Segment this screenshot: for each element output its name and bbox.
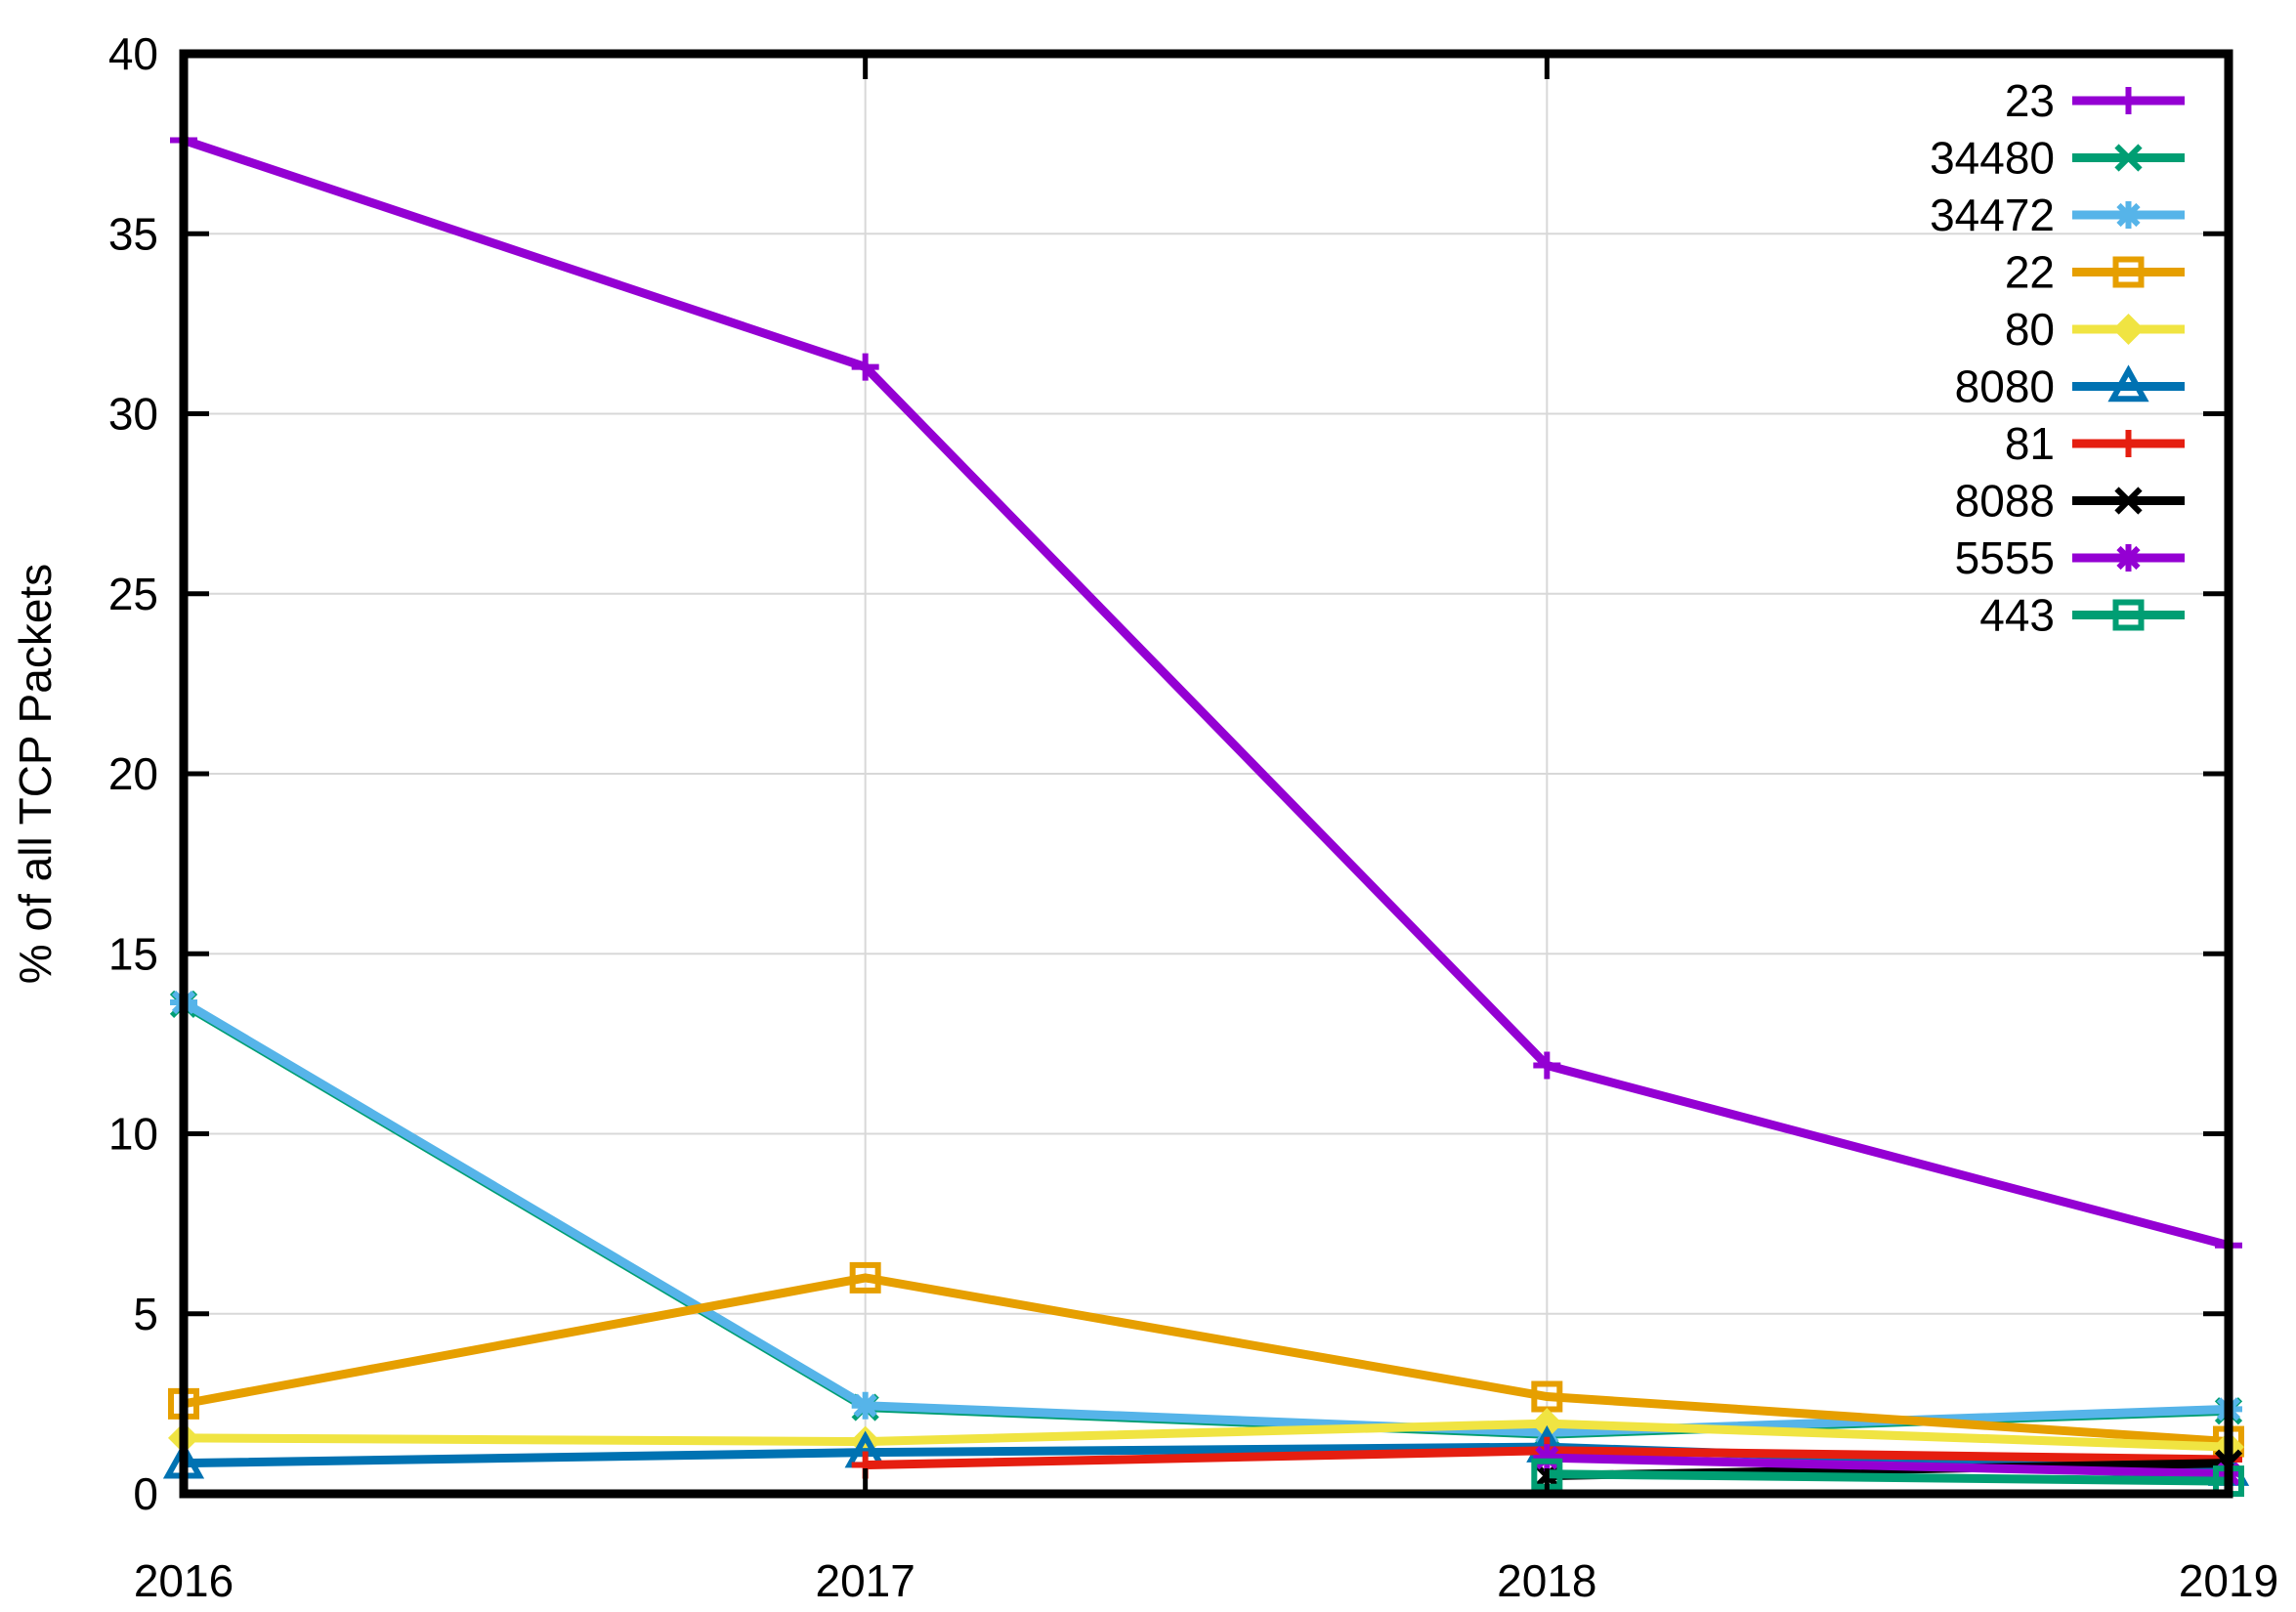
series-line-22 [183, 1273, 2230, 1447]
asterisk-marker [2116, 202, 2141, 228]
legend-label-443: 443 [1979, 590, 2055, 641]
series-23 [170, 126, 2242, 1259]
legend-entry-34472: 34472 [1930, 190, 2185, 240]
x-tick-labels: 2016 2017 2018 2019 [134, 1555, 2278, 1606]
tick-marks [184, 54, 2229, 1494]
legend-entry-22: 22 [2005, 247, 2185, 298]
legend-entry-23: 23 [2005, 75, 2185, 126]
series-34472 [170, 989, 2242, 1447]
y-tick-label: 35 [108, 208, 158, 259]
legend-label-8088: 8088 [1955, 476, 2055, 527]
gridlines [184, 54, 2229, 1494]
plus-marker [2114, 430, 2143, 457]
legend-entry-8088: 8088 [1955, 476, 2185, 527]
legend-label-8080: 8080 [1955, 361, 2055, 412]
legend-label-23: 23 [2005, 75, 2055, 126]
square-marker [2112, 599, 2145, 631]
y-tick-labels: 0 5 10 15 20 25 30 35 40 [108, 28, 158, 1519]
asterisk-marker [853, 1393, 877, 1418]
legend-entry-5555: 5555 [1955, 532, 2185, 583]
series-line-34480 [181, 999, 2230, 1439]
square-marker [2112, 256, 2145, 288]
y-tick-label: 40 [108, 28, 158, 79]
legend-label-80: 80 [2005, 304, 2055, 355]
y-tick-label: 0 [133, 1468, 158, 1519]
series-line-5555 [1547, 1453, 2230, 1479]
square-marker [849, 1261, 881, 1294]
plus-marker [1533, 1051, 1561, 1080]
plus-marker [851, 353, 879, 381]
asterisk-marker [2116, 545, 2141, 571]
series-34480 [169, 990, 2243, 1449]
legend-label-34480: 34480 [1930, 133, 2055, 184]
legend-label-22: 22 [2005, 247, 2055, 298]
y-tick-label: 15 [108, 928, 158, 979]
series-22 [168, 1261, 2244, 1458]
y-tick-label: 20 [108, 748, 158, 799]
y-tick-label: 25 [108, 569, 158, 619]
y-axis-label: % of all TCP Packets [10, 564, 61, 984]
x-tick-label: 2019 [2179, 1555, 2278, 1606]
x-tick-label: 2018 [1497, 1555, 1596, 1606]
y-tick-label: 30 [108, 389, 158, 440]
legend-label-81: 81 [2005, 418, 2055, 469]
diamond-marker [2112, 314, 2145, 345]
asterisk-marker [1535, 1446, 1559, 1470]
legend-entry-8080: 8080 [1955, 361, 2185, 412]
series-line-34472 [181, 998, 2230, 1437]
cross-marker [2114, 144, 2143, 172]
legend-entry-80: 80 [2005, 304, 2185, 355]
series-line-443 [1547, 1469, 2230, 1486]
x-tick-label: 2017 [815, 1555, 914, 1606]
legend-label-5555: 5555 [1955, 532, 2055, 583]
series-line-80 [183, 1419, 2230, 1452]
cross-marker [2114, 487, 2143, 515]
legend-entry-81: 81 [2005, 418, 2185, 469]
y-tick-label: 10 [108, 1109, 158, 1160]
triangle-marker [2107, 364, 2149, 403]
x-tick-label: 2016 [134, 1555, 234, 1606]
legend-label-34472: 34472 [1930, 190, 2055, 240]
legend-entry-443: 443 [1979, 590, 2185, 641]
y-tick-label: 5 [133, 1289, 158, 1339]
series-line-23 [182, 136, 2231, 1251]
legend-entry-34480: 34480 [1930, 133, 2185, 184]
diamond-marker [1531, 1408, 1563, 1440]
plus-marker [2114, 87, 2143, 114]
